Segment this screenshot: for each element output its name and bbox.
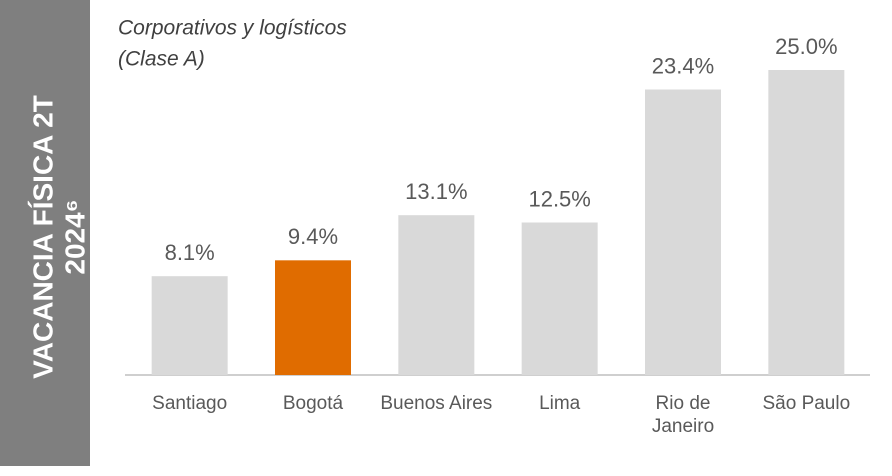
x-tick-label-text: Bogotá bbox=[282, 393, 344, 414]
x-tick-label: Buenos Aires bbox=[380, 393, 493, 414]
x-tick-label-text: Rio de Janeiro bbox=[651, 393, 715, 437]
subtitle: (Clase A) bbox=[118, 48, 205, 71]
data-label: 9.4% bbox=[288, 224, 338, 249]
subtitle: Corporativos y logísticos bbox=[118, 17, 347, 40]
x-tick-label-text: São Paulo bbox=[762, 393, 851, 414]
x-tick-label: São Paulo bbox=[762, 393, 851, 414]
title-panel bbox=[0, 0, 90, 466]
bar bbox=[521, 222, 598, 375]
bar bbox=[151, 276, 228, 375]
chart-title: 2024⁶ bbox=[59, 199, 90, 274]
x-tick-label-text: Lima bbox=[539, 393, 581, 414]
data-label: 13.1% bbox=[405, 179, 467, 204]
data-label: 12.5% bbox=[528, 186, 590, 211]
x-tick-label-text: Santiago bbox=[152, 393, 228, 414]
x-tick-label: Santiago bbox=[152, 393, 228, 414]
x-tick-label: Bogotá bbox=[282, 393, 344, 414]
x-tick-label-text: Buenos Aires bbox=[380, 393, 493, 414]
data-label: 23.4% bbox=[652, 53, 714, 78]
x-tick-label: Rio de Janeiro bbox=[651, 393, 715, 437]
x-tick-label: Lima bbox=[539, 393, 581, 414]
bar bbox=[645, 89, 721, 376]
chart-title: VACANCIA FÍSICA 2T bbox=[27, 95, 58, 379]
data-label: 25.0% bbox=[775, 34, 837, 59]
bar bbox=[768, 70, 845, 375]
data-label: 8.1% bbox=[165, 240, 215, 265]
bar bbox=[275, 260, 351, 375]
bar bbox=[398, 215, 475, 375]
